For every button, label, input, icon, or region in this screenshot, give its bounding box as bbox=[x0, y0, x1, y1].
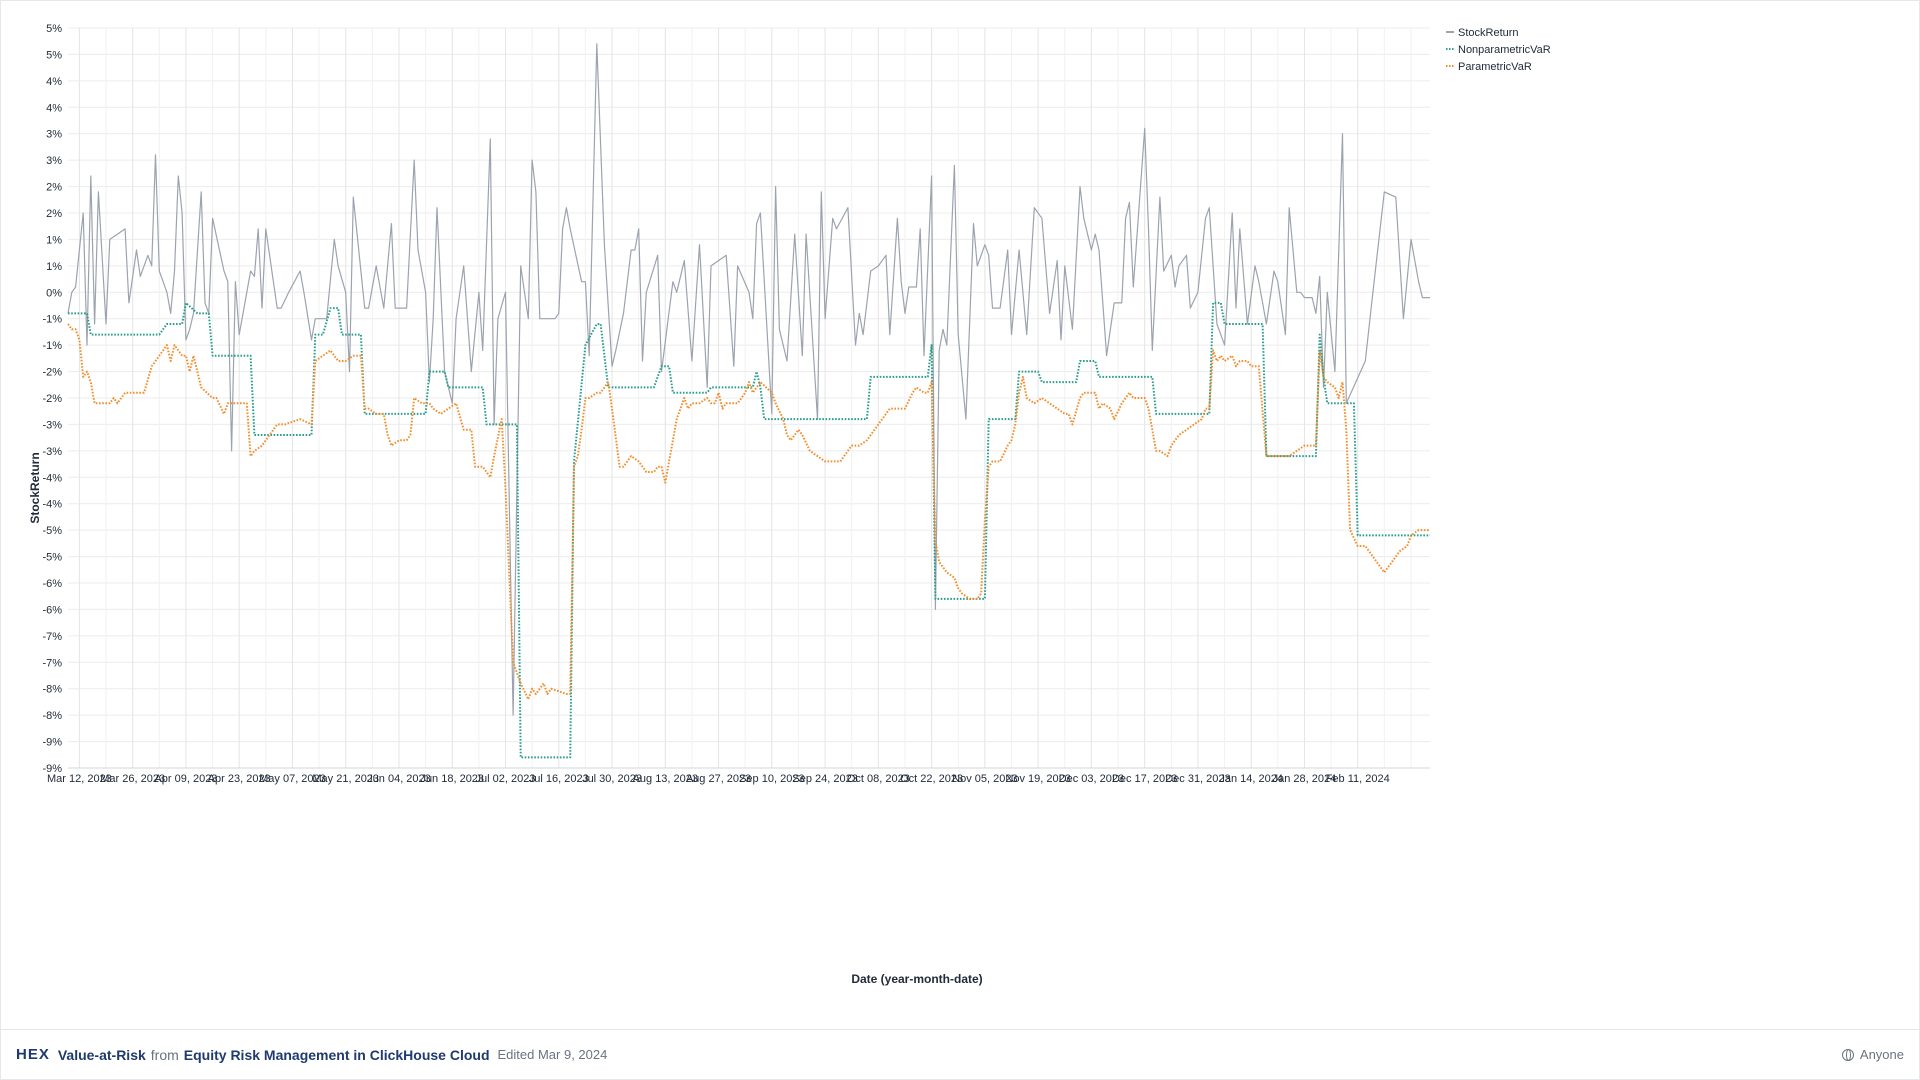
x-tick-label: Jul 30, 2023 bbox=[582, 773, 642, 785]
y-tick-label: -7% bbox=[42, 631, 62, 643]
y-tick-label: -6% bbox=[42, 578, 62, 590]
y-tick-label: -3% bbox=[42, 419, 62, 431]
y-tick-label: 0% bbox=[46, 287, 62, 299]
y-tick-label: -8% bbox=[42, 684, 62, 696]
x-axis-title: Date (year-month-date) bbox=[851, 972, 982, 986]
legend: StockReturn NonparametricVaR ParametricVaR bbox=[1446, 27, 1551, 73]
x-tick-label: Jan 28, 2024 bbox=[1273, 773, 1337, 785]
x-tick-label: Nov 19, 2023 bbox=[1005, 773, 1070, 785]
y-tick-label: -5% bbox=[42, 552, 62, 564]
y-tick-label: -8% bbox=[42, 710, 62, 722]
y-axis: -9% -9% -8% -8% -7% -7% -6% -6% -5% -5% -4% -4% -3% -… bbox=[42, 23, 62, 775]
series bbox=[67, 43, 1430, 759]
project-link[interactable]: Equity Risk Management in ClickHouse Clo… bbox=[183, 1046, 490, 1063]
x-tick-label: Feb 11, 2024 bbox=[1326, 773, 1390, 785]
globe-icon bbox=[1841, 1048, 1854, 1061]
footer-bar: HEX Value-at-Risk from Equity Risk Manag… bbox=[0, 1029, 1920, 1079]
legend-item-parametricvar[interactable]: ParametricVaR bbox=[1458, 61, 1532, 73]
y-tick-label: 3% bbox=[46, 129, 62, 141]
y-tick-label: -6% bbox=[42, 604, 62, 616]
series-line-parametricvar[interactable] bbox=[67, 323, 1430, 701]
x-tick-label: Jul 16, 2023 bbox=[529, 773, 589, 785]
app-title[interactable]: Value-at-Risk bbox=[57, 1046, 146, 1063]
y-tick-label: -2% bbox=[42, 367, 62, 379]
y-tick-label: -1% bbox=[42, 340, 62, 352]
x-tick-label: Sep 10, 2023 bbox=[739, 773, 804, 785]
grid bbox=[68, 27, 1430, 769]
x-tick-label: Jul 02, 2023 bbox=[476, 773, 536, 785]
y-tick-label: 1% bbox=[46, 261, 62, 273]
y-tick-label: 5% bbox=[46, 23, 62, 35]
share-visibility-button[interactable]: Anyone bbox=[1841, 1047, 1904, 1062]
x-tick-label: Jun 18, 2023 bbox=[420, 773, 484, 785]
x-tick-label: Jan 14, 2024 bbox=[1219, 773, 1283, 785]
series-line-stockreturn[interactable] bbox=[67, 43, 1430, 716]
y-tick-label: -3% bbox=[42, 446, 62, 458]
y-tick-label: -2% bbox=[42, 393, 62, 405]
from-text: from bbox=[150, 1046, 179, 1063]
x-tick-label: Apr 23, 2023 bbox=[208, 773, 271, 785]
y-tick-label: 2% bbox=[46, 182, 62, 194]
y-tick-label: 2% bbox=[46, 208, 62, 220]
x-tick-label: Mar 26, 2023 bbox=[100, 773, 165, 785]
x-tick-label: Mar 12, 2023 bbox=[47, 773, 112, 785]
x-tick-label: Jun 04, 2023 bbox=[367, 773, 431, 785]
x-tick-label: Dec 31, 2023 bbox=[1165, 773, 1230, 785]
y-tick-label: 1% bbox=[46, 234, 62, 246]
legend-item-stockreturn[interactable]: StockReturn bbox=[1458, 27, 1519, 39]
y-tick-label: 5% bbox=[46, 49, 62, 61]
y-tick-label: 4% bbox=[46, 102, 62, 114]
x-tick-label: Oct 08, 2023 bbox=[847, 773, 910, 785]
y-tick-label: 4% bbox=[46, 76, 62, 88]
x-tick-label: May 07, 2023 bbox=[259, 773, 326, 785]
x-tick-label: Aug 13, 2023 bbox=[633, 773, 698, 785]
legend-item-nonparametricvar[interactable]: NonparametricVaR bbox=[1458, 44, 1551, 56]
x-tick-label: Nov 05, 2023 bbox=[952, 773, 1017, 785]
y-tick-label: -9% bbox=[42, 763, 62, 775]
value-at-risk-chart: -9% -9% -8% -8% -7% -7% -6% -6% -5% -5% -4% -4% -3% -… bbox=[28, 23, 1551, 986]
series-line-nonparametricvar[interactable] bbox=[68, 301, 1430, 759]
y-tick-label: -4% bbox=[42, 472, 62, 484]
y-tick-label: -9% bbox=[42, 737, 62, 749]
y-tick-label: -7% bbox=[42, 657, 62, 669]
x-tick-label: Dec 03, 2023 bbox=[1059, 773, 1124, 785]
y-tick-label: -5% bbox=[42, 525, 62, 537]
y-axis-title: StockReturn bbox=[28, 452, 42, 523]
share-visibility-label: Anyone bbox=[1859, 1047, 1904, 1062]
y-tick-label: -4% bbox=[42, 499, 62, 511]
y-tick-label: 3% bbox=[46, 155, 62, 167]
edited-date: Edited Mar 9, 2024 bbox=[497, 1047, 608, 1062]
x-tick-label: Oct 22, 2023 bbox=[900, 773, 963, 785]
x-tick-label: May 21, 2023 bbox=[312, 773, 379, 785]
hex-logo[interactable]: HEX bbox=[16, 1046, 50, 1063]
x-tick-label: Apr 09, 2023 bbox=[154, 773, 217, 785]
y-tick-label: -1% bbox=[42, 314, 62, 326]
x-tick-label: Dec 17, 2023 bbox=[1112, 773, 1177, 785]
x-tick-label: Sep 24, 2023 bbox=[792, 773, 857, 785]
x-tick-label: Aug 27, 2023 bbox=[686, 773, 751, 785]
